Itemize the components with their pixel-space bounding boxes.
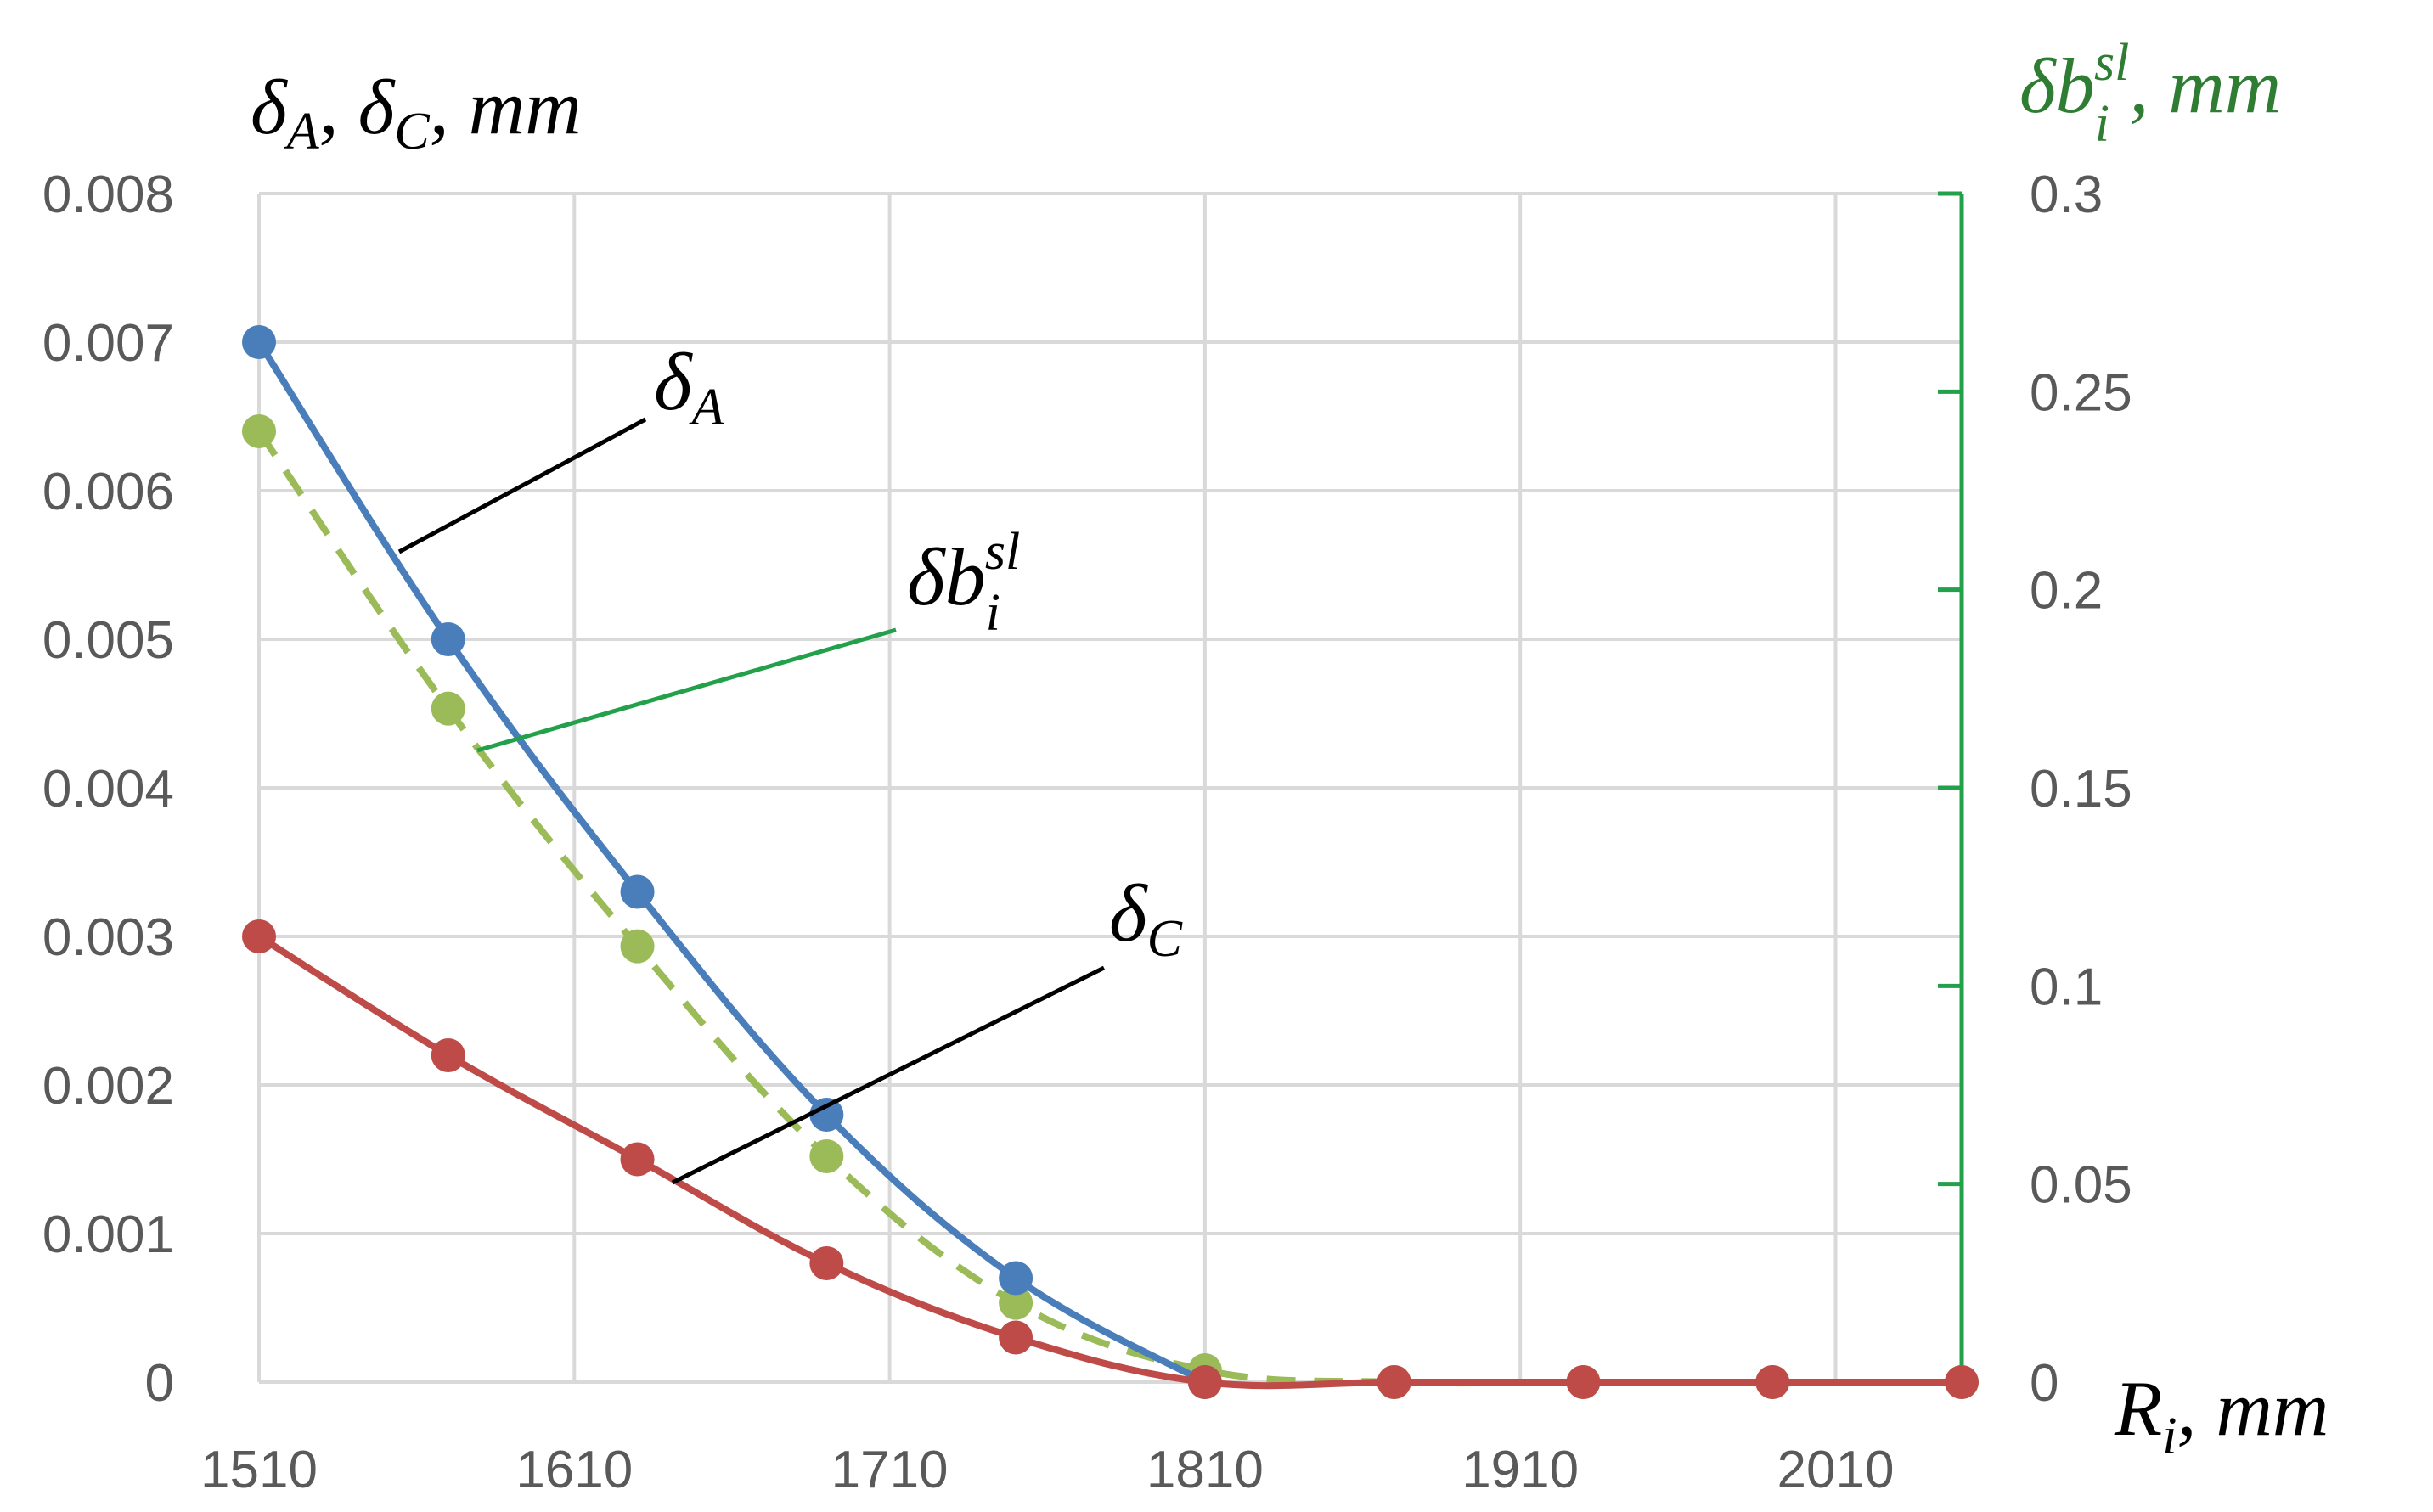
data-point — [1755, 1365, 1790, 1399]
annotation-leader-dC — [671, 965, 1106, 1185]
data-point — [999, 1320, 1033, 1355]
data-point — [1377, 1365, 1411, 1399]
annotation-leader-dA — [397, 417, 647, 554]
data-point — [809, 1246, 844, 1280]
grid — [257, 192, 1962, 1384]
x-tick-label: 2010 — [1777, 1441, 1895, 1499]
y-left-tick-label: 0.005 — [42, 611, 174, 670]
data-point — [431, 691, 465, 726]
series-dA — [242, 325, 1222, 1399]
data-point — [620, 1142, 655, 1177]
data-point — [242, 325, 276, 359]
x-tick-label: 1610 — [515, 1441, 633, 1499]
x-tick-label: 1510 — [200, 1441, 318, 1499]
annotation-db: δbisl — [907, 523, 1020, 642]
annotation-dA: δA — [654, 336, 725, 436]
tick-labels: 0 0.001 0.002 0.003 0.004 0.005 0.006 0.007 0.00… — [42, 166, 2132, 1499]
x-tick-label: 1810 — [1146, 1441, 1264, 1499]
y-right-tick-label: 0 — [2030, 1354, 2058, 1413]
data-point — [999, 1285, 1033, 1320]
data-point — [1945, 1365, 1979, 1399]
right-axis-ticks — [1938, 191, 1962, 1385]
y-left-tick-label: 0.007 — [42, 314, 174, 373]
data-point — [431, 1038, 465, 1072]
y-right-tick-label: 0.3 — [2030, 166, 2103, 224]
annotation-leader-db — [476, 627, 897, 753]
data-point — [620, 874, 655, 909]
x-tick-label: 1710 — [831, 1441, 949, 1499]
y-left-tick-label: 0 — [145, 1354, 174, 1413]
data-point — [620, 929, 655, 964]
series-dC — [242, 919, 1979, 1399]
data-point — [1566, 1365, 1601, 1399]
series-line — [256, 340, 1207, 1386]
data-point — [999, 1261, 1033, 1296]
x-axis-title: Ri, mm — [2114, 1365, 2329, 1465]
y-right-tick-label: 0.25 — [2030, 363, 2132, 422]
data-point — [431, 622, 465, 656]
x-tick-label: 1910 — [1461, 1441, 1579, 1499]
y-left-tick-label: 0.004 — [42, 760, 174, 818]
y-left-tick-label: 0.006 — [42, 463, 174, 521]
y-left-tick-label: 0.001 — [42, 1206, 174, 1264]
data-point — [809, 1139, 844, 1173]
y-right-tick-label: 0.15 — [2030, 760, 2132, 818]
y-left-tick-label: 0.003 — [42, 908, 174, 967]
data-point — [809, 1098, 844, 1132]
y-right-tick-label: 0.05 — [2030, 1156, 2132, 1215]
series-layer — [242, 325, 1979, 1399]
data-point — [242, 414, 276, 448]
series-line — [256, 933, 1962, 1390]
annotation-dC: δC — [1109, 868, 1183, 968]
y-left-tick-label: 0.008 — [42, 166, 174, 224]
y-axis-left-title: δA, δC, mm — [251, 64, 582, 160]
data-point — [1187, 1365, 1222, 1399]
y-left-tick-label: 0.002 — [42, 1057, 174, 1116]
y-right-tick-label: 0.2 — [2030, 562, 2103, 621]
y-right-tick-label: 0.1 — [2030, 958, 2103, 1016]
data-point — [242, 919, 276, 953]
y-axis-right-title: δbisl, mm — [2019, 34, 2281, 153]
